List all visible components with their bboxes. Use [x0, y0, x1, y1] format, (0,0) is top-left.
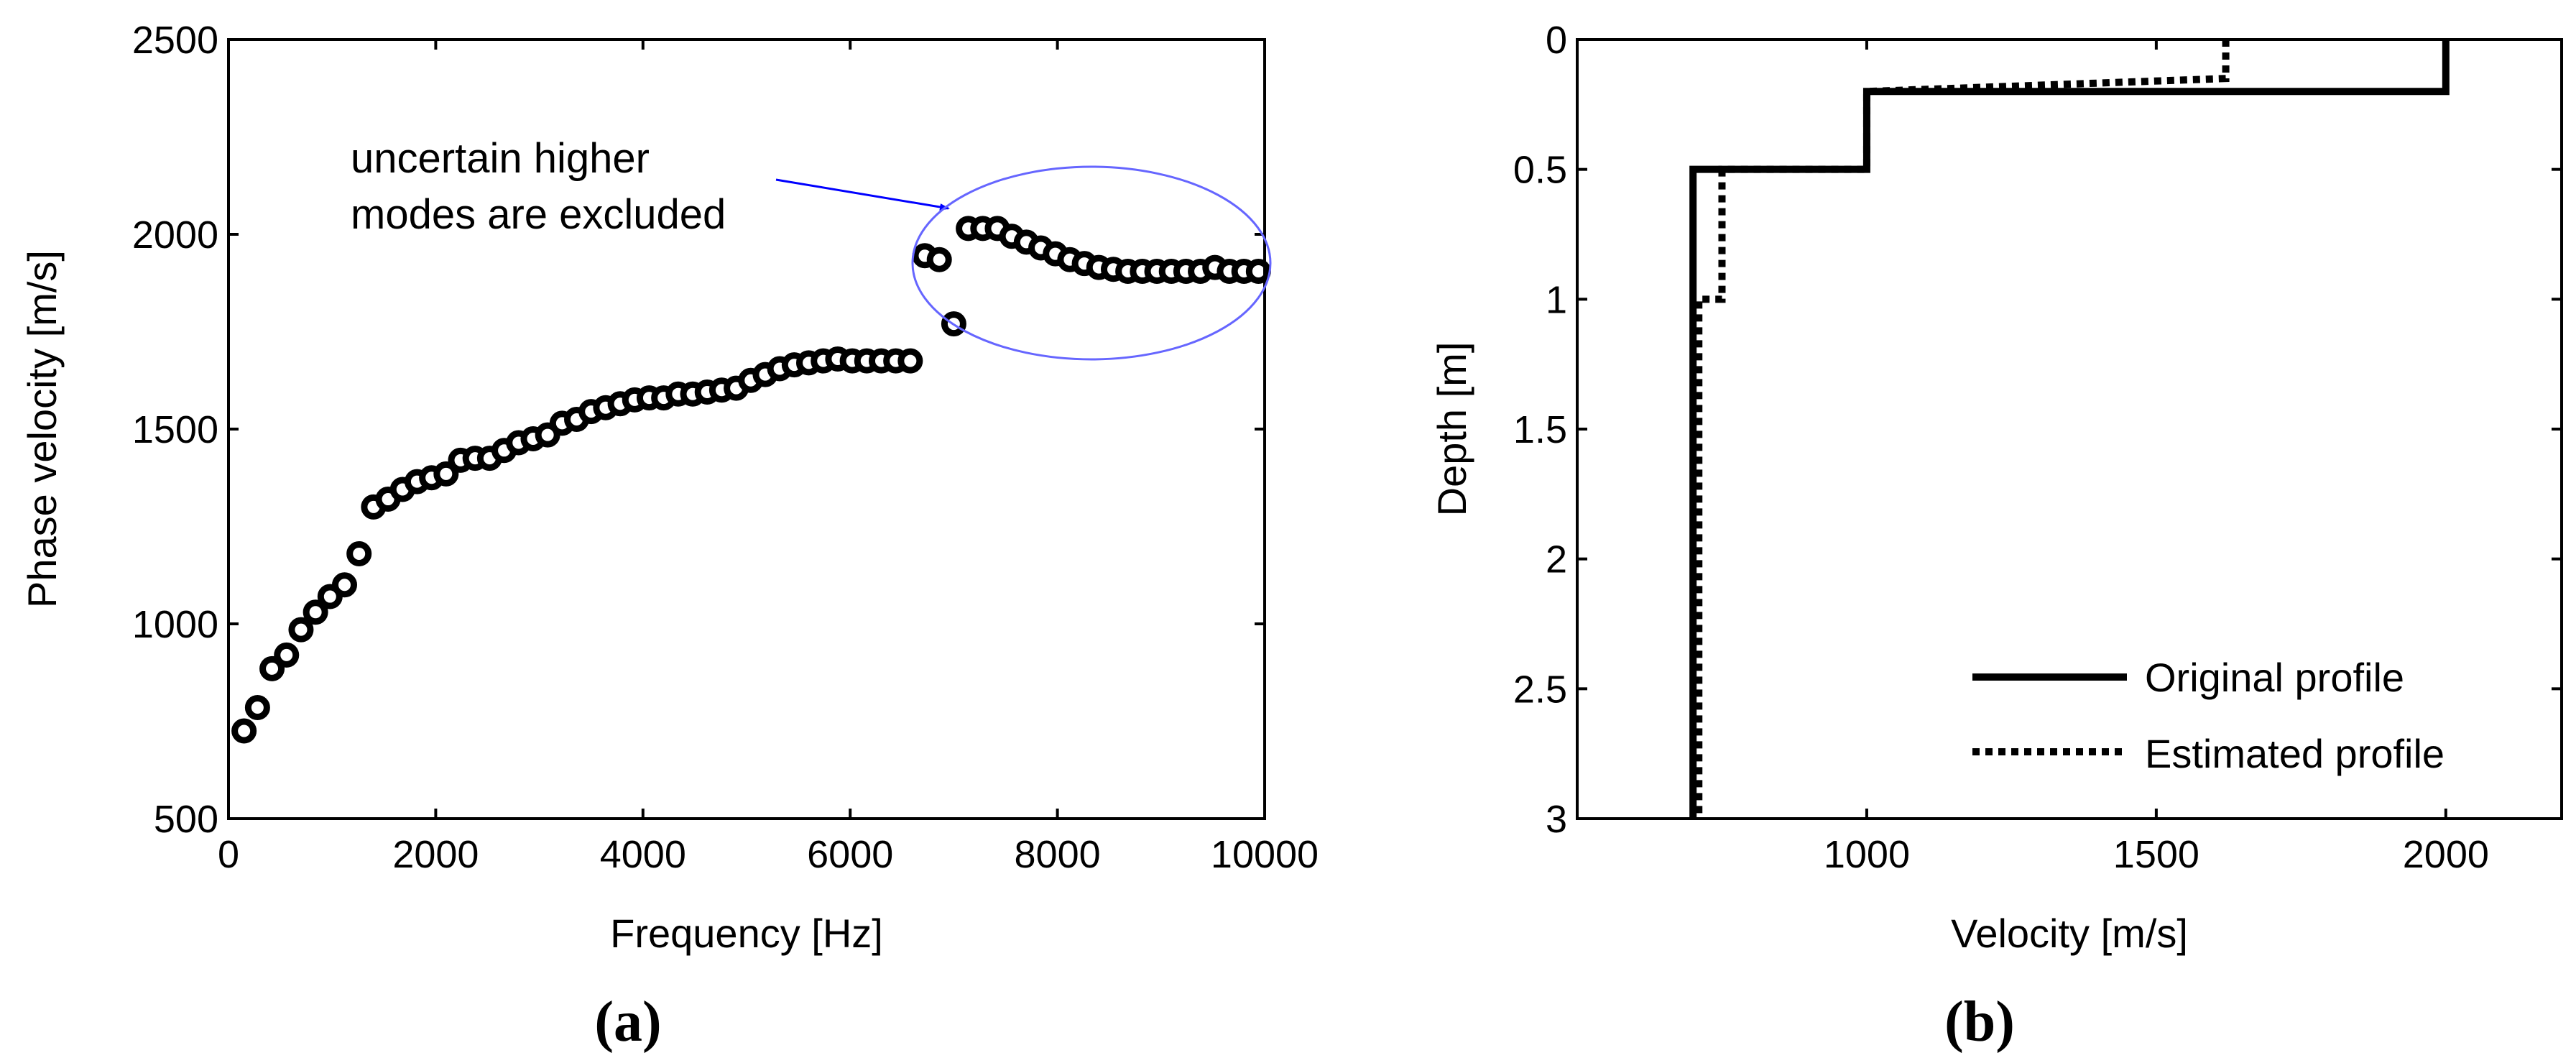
annotation-arrow: [775, 178, 950, 211]
data-point: [244, 695, 270, 721]
panel-b-ticks: [1577, 38, 2562, 820]
panel-b-x-axis-label: Velocity [m/s]: [1951, 911, 2188, 956]
panel-a-xtick-label: 8000: [1015, 833, 1101, 876]
data-point: [259, 655, 285, 681]
panel-a-ytick-label: 1500: [132, 408, 218, 451]
legend: Original profile Estimated profile: [1972, 655, 2445, 776]
data-point: [926, 247, 952, 272]
panel-a-y-axis-label: Phase velocity [m/s]: [19, 250, 65, 608]
panel-a-xtick-labels: 0 2000 4000 6000 8000 10000: [218, 833, 1319, 876]
panel-b-ytick-label: 2.5: [1513, 668, 1567, 711]
annotation-ellipse: [911, 165, 1272, 361]
panel-a-frame: [227, 38, 1266, 820]
panel-b-xtick-label: 1500: [2113, 833, 2199, 876]
legend-label-original: Original profile: [2145, 655, 2404, 700]
data-point: [332, 572, 358, 598]
data-point: [288, 617, 314, 643]
panel-a-xtick-label: 6000: [807, 833, 893, 876]
panel-a-xtick-label: 2000: [392, 833, 479, 876]
panel-a-ytick-label: 2500: [132, 19, 218, 62]
panel-b-ytick-labels: 0 0.5 1 1.5 2 2.5 3: [1513, 19, 1567, 841]
panel-a-ytick-labels: 500 1000 1500 2000 2500: [132, 19, 218, 841]
panel-b-ytick-label: 2: [1546, 538, 1567, 581]
data-point: [274, 642, 300, 668]
panel-b-lines: [1689, 40, 2450, 819]
panel-b-xtick-labels: 1000 1500 2000: [1824, 833, 2489, 876]
panel-b-ytick-label: 0: [1546, 19, 1567, 62]
data-point: [231, 718, 257, 744]
panel-a-ytick-label: 2000: [132, 213, 218, 257]
panel-b-ytick-label: 3: [1546, 798, 1567, 841]
panel-a-ytick-label: 1000: [132, 603, 218, 646]
annotation-line-1: uncertain higher: [351, 135, 650, 182]
data-point: [346, 540, 372, 566]
series-line-original: [1689, 40, 2450, 819]
panel-b-xtick-label: 2000: [2403, 833, 2489, 876]
panel-a-xtick-label: 4000: [600, 833, 686, 876]
panel-a-label: (a): [594, 990, 661, 1054]
panel-b: 1000 1500 2000 0 0.5 1 1.5 2 2.5 3 Velocity [m/s…: [1429, 19, 2563, 1054]
panel-a-ytick-label: 500: [154, 798, 218, 841]
panel-b-ytick-label: 1.5: [1513, 408, 1567, 451]
panel-a-xtick-label: 10000: [1211, 833, 1319, 876]
panel-b-ytick-label: 0.5: [1513, 149, 1567, 192]
data-point: [897, 348, 923, 374]
data-point: [433, 461, 459, 487]
panel-b-frame: [1576, 38, 2563, 820]
data-point: [1245, 258, 1271, 284]
panel-a-x-axis-label: Frequency [Hz]: [610, 911, 883, 956]
annotation-line-2: modes are excluded: [351, 191, 726, 238]
panel-b-xtick-label: 1000: [1824, 833, 1910, 876]
series-line-estimated: [1695, 40, 2230, 819]
panel-a: 0 2000 4000 6000 8000 10000 500 1000 1500 2000 25…: [19, 19, 1319, 1054]
legend-label-estimated: Estimated profile: [2145, 731, 2445, 776]
annotation: uncertain higher modes are excluded: [351, 135, 1272, 361]
data-point: [303, 599, 328, 625]
panel-b-label: (b): [1944, 990, 2015, 1054]
panel-b-ytick-label: 1: [1546, 278, 1567, 321]
panel-b-y-axis-label: Depth [m]: [1429, 342, 1474, 517]
panel-a-points: [231, 216, 1271, 744]
panel-a-xtick-label: 0: [218, 833, 239, 876]
